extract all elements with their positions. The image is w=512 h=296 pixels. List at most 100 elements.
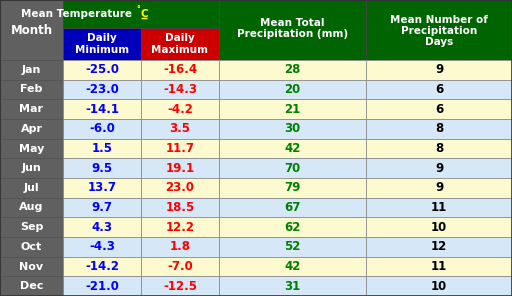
Bar xyxy=(141,198,219,217)
Text: 62: 62 xyxy=(284,221,301,234)
Text: -21.0: -21.0 xyxy=(85,280,119,293)
Bar xyxy=(141,60,219,80)
Bar xyxy=(219,139,366,158)
Bar xyxy=(0,276,63,296)
Text: Dec: Dec xyxy=(20,281,43,291)
Text: Mean Temperature: Mean Temperature xyxy=(22,9,136,19)
Bar xyxy=(219,276,366,296)
Text: 6: 6 xyxy=(435,103,443,116)
Text: Sep: Sep xyxy=(20,222,43,232)
Bar xyxy=(141,257,219,276)
Text: 9: 9 xyxy=(435,181,443,194)
Bar xyxy=(141,276,219,296)
Bar xyxy=(366,178,512,198)
Text: 19.1: 19.1 xyxy=(165,162,195,175)
Text: 30: 30 xyxy=(284,122,301,135)
Text: 11: 11 xyxy=(431,260,447,273)
Text: May: May xyxy=(19,144,44,154)
Text: Apr: Apr xyxy=(20,124,42,134)
Bar xyxy=(219,0,366,60)
Text: -14.2: -14.2 xyxy=(85,260,119,273)
Text: Oct: Oct xyxy=(21,242,42,252)
Bar xyxy=(63,178,141,198)
Text: Feb: Feb xyxy=(20,84,42,94)
Bar xyxy=(63,139,141,158)
Bar xyxy=(63,237,141,257)
Bar xyxy=(219,158,366,178)
Text: 52: 52 xyxy=(284,240,301,253)
Text: 4.3: 4.3 xyxy=(92,221,113,234)
Text: 18.5: 18.5 xyxy=(165,201,195,214)
Text: 10: 10 xyxy=(431,221,447,234)
Bar xyxy=(219,178,366,198)
Text: Jul: Jul xyxy=(24,183,39,193)
Text: 20: 20 xyxy=(284,83,301,96)
Bar xyxy=(141,80,219,99)
Text: Days: Days xyxy=(425,37,453,47)
Text: 23.0: 23.0 xyxy=(165,181,195,194)
Bar xyxy=(0,237,63,257)
Text: 70: 70 xyxy=(284,162,301,175)
Text: Aug: Aug xyxy=(19,202,44,213)
Bar xyxy=(0,60,63,80)
Text: Mar: Mar xyxy=(19,104,44,114)
Bar xyxy=(366,276,512,296)
Bar xyxy=(366,257,512,276)
Text: -14.3: -14.3 xyxy=(163,83,197,96)
Bar xyxy=(366,0,512,60)
Bar xyxy=(0,158,63,178)
Bar xyxy=(219,80,366,99)
Bar xyxy=(219,237,366,257)
Bar xyxy=(141,28,219,60)
Text: 11: 11 xyxy=(431,201,447,214)
Text: 28: 28 xyxy=(284,63,301,76)
Bar xyxy=(0,80,63,99)
Bar xyxy=(63,158,141,178)
Bar xyxy=(141,237,219,257)
Bar xyxy=(366,99,512,119)
Bar xyxy=(63,99,141,119)
Text: 9: 9 xyxy=(435,63,443,76)
Bar xyxy=(141,99,219,119)
Bar xyxy=(219,99,366,119)
Bar xyxy=(0,257,63,276)
Text: Nov: Nov xyxy=(19,261,44,271)
Text: Maximum: Maximum xyxy=(152,45,208,55)
Bar xyxy=(63,198,141,217)
Text: -4.3: -4.3 xyxy=(89,240,115,253)
Text: 11.7: 11.7 xyxy=(165,142,195,155)
Bar xyxy=(366,80,512,99)
Bar xyxy=(366,237,512,257)
Text: -6.0: -6.0 xyxy=(89,122,115,135)
Text: C: C xyxy=(140,9,148,19)
Text: 79: 79 xyxy=(284,181,301,194)
Text: -12.5: -12.5 xyxy=(163,280,197,293)
Bar xyxy=(0,139,63,158)
Bar xyxy=(0,198,63,217)
Text: 6: 6 xyxy=(435,83,443,96)
Text: -23.0: -23.0 xyxy=(85,83,119,96)
Bar xyxy=(366,158,512,178)
Text: 9: 9 xyxy=(435,162,443,175)
Bar xyxy=(219,217,366,237)
Text: °: ° xyxy=(136,6,140,15)
Bar xyxy=(63,257,141,276)
Bar xyxy=(0,178,63,198)
Text: 42: 42 xyxy=(284,260,301,273)
Bar xyxy=(219,257,366,276)
Text: Jan: Jan xyxy=(22,65,41,75)
Bar xyxy=(366,60,512,80)
Text: Minimum: Minimum xyxy=(75,45,129,55)
Bar xyxy=(0,0,63,60)
Bar xyxy=(63,28,141,60)
Bar xyxy=(219,60,366,80)
Text: 1.8: 1.8 xyxy=(169,240,190,253)
Text: -4.2: -4.2 xyxy=(167,103,193,116)
Bar xyxy=(0,217,63,237)
Bar xyxy=(366,119,512,139)
Bar xyxy=(63,60,141,80)
Bar xyxy=(141,119,219,139)
Bar xyxy=(63,276,141,296)
Text: 9.5: 9.5 xyxy=(92,162,113,175)
Bar xyxy=(141,217,219,237)
